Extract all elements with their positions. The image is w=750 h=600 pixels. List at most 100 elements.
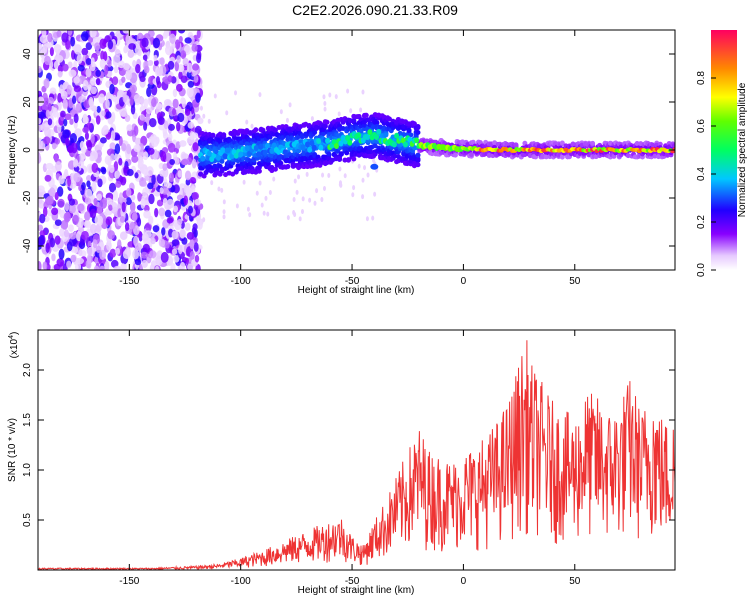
spectral-blob bbox=[176, 83, 183, 92]
spectral-blob bbox=[352, 185, 356, 191]
spectral-ridge bbox=[300, 144, 306, 151]
spectral-blob bbox=[160, 151, 167, 162]
spectral-blob bbox=[152, 225, 160, 233]
spectral-blob bbox=[207, 118, 211, 124]
spectral-blob bbox=[134, 172, 139, 179]
spectral-blob bbox=[250, 123, 254, 129]
spectral-blob bbox=[151, 97, 157, 108]
spectral-blob bbox=[58, 175, 65, 185]
spectral-blob bbox=[70, 36, 76, 47]
spectral-blob bbox=[137, 157, 144, 168]
spectral-blob bbox=[272, 166, 278, 172]
spectral-blob bbox=[295, 189, 299, 195]
spectral-blob bbox=[179, 229, 186, 239]
spectral-blob bbox=[361, 194, 365, 200]
spectral-blob bbox=[172, 205, 179, 213]
colorbar-tick-label: 0.4 bbox=[696, 167, 707, 181]
y-tick-label: 40 bbox=[22, 48, 33, 60]
spectral-blob bbox=[258, 92, 262, 98]
spectral-blob bbox=[183, 195, 189, 206]
spectral-blob bbox=[297, 174, 301, 180]
spectral-ridge bbox=[264, 142, 270, 149]
spectral-blob bbox=[44, 174, 52, 182]
spectral-blob bbox=[53, 43, 62, 54]
spectral-blob bbox=[92, 239, 98, 249]
spectral-blob bbox=[80, 31, 89, 42]
spectral-blob bbox=[222, 209, 226, 215]
spectral-blob bbox=[176, 121, 181, 132]
spectral-blob bbox=[79, 140, 85, 150]
spectral-blob bbox=[78, 95, 86, 103]
spectral-blob bbox=[38, 117, 42, 125]
spectral-blob bbox=[67, 61, 73, 69]
spectral-blob bbox=[57, 123, 62, 134]
spectral-blob bbox=[67, 30, 73, 36]
spectral-blob bbox=[160, 251, 169, 263]
spectral-blob bbox=[122, 249, 131, 260]
spectral-blob bbox=[51, 253, 56, 262]
spectral-blob bbox=[130, 194, 136, 201]
spectral-blob bbox=[180, 50, 187, 60]
spectral-blob bbox=[39, 34, 48, 44]
spectral-blob bbox=[189, 250, 195, 260]
spectral-blob bbox=[178, 35, 183, 43]
spectral-blob bbox=[82, 115, 89, 125]
spectral-blob bbox=[85, 188, 93, 199]
spectral-blob bbox=[88, 96, 94, 107]
x-tick-label: 0 bbox=[461, 576, 467, 587]
spectral-blob bbox=[154, 207, 159, 218]
spectral-ridge bbox=[305, 141, 310, 148]
spectral-blob bbox=[61, 63, 69, 72]
spectral-blob bbox=[147, 147, 155, 155]
spectral-blob bbox=[147, 60, 154, 67]
spectral-blob bbox=[186, 62, 193, 73]
spectral-ridge bbox=[394, 132, 400, 139]
spectral-blob bbox=[310, 116, 314, 122]
spectral-blob bbox=[133, 235, 139, 247]
spectral-ridge bbox=[307, 146, 313, 153]
spectral-blob bbox=[120, 110, 128, 117]
spectral-blob bbox=[163, 177, 168, 187]
spectral-blob bbox=[127, 124, 133, 132]
spectral-blob bbox=[320, 197, 324, 203]
spectral-ridge bbox=[403, 141, 408, 148]
spectral-blob bbox=[97, 178, 103, 188]
spectral-ridge bbox=[269, 148, 275, 155]
spectral-blob bbox=[253, 127, 259, 133]
spectral-blob bbox=[126, 143, 132, 155]
spectral-blob bbox=[105, 99, 110, 110]
spectral-blob bbox=[327, 172, 331, 178]
spectral-blob bbox=[197, 117, 204, 125]
spectral-ridge bbox=[318, 144, 324, 151]
spectral-blob bbox=[288, 102, 292, 108]
spectral-ridge bbox=[220, 147, 226, 154]
spectral-blob bbox=[143, 121, 148, 131]
spectral-blob bbox=[158, 207, 166, 217]
spectral-blob bbox=[38, 139, 43, 150]
spectral-blob bbox=[141, 259, 148, 268]
spectral-blob bbox=[322, 123, 328, 129]
spectral-ridge bbox=[253, 144, 259, 151]
spectral-blob bbox=[56, 30, 62, 38]
spectral-blob bbox=[197, 220, 203, 230]
spectral-blob bbox=[326, 151, 332, 157]
spectral-blob bbox=[38, 261, 42, 270]
spectral-blob bbox=[59, 228, 65, 237]
spectral-blob bbox=[38, 224, 44, 232]
snr-panel: -150 -100 -50 0 50 0.5 1.0 1.5 2.0 Height of st… bbox=[7, 329, 676, 596]
spectral-blob bbox=[187, 80, 195, 88]
spectral-blob bbox=[38, 96, 45, 107]
spectral-blob bbox=[90, 57, 95, 68]
spectral-ridge bbox=[215, 154, 221, 161]
spectral-blob bbox=[220, 187, 224, 193]
spectral-blob bbox=[173, 254, 180, 263]
spectral-blob bbox=[293, 178, 297, 184]
spectral-blob bbox=[109, 142, 116, 150]
colorbar-label: Normalized spectral amplitude bbox=[737, 82, 748, 217]
spectral-ridge bbox=[276, 148, 282, 155]
spectral-blob bbox=[107, 59, 112, 68]
spectral-blob bbox=[147, 182, 154, 190]
spectral-blob bbox=[121, 143, 127, 152]
spectral-ridge bbox=[311, 144, 317, 151]
spectral-blob bbox=[169, 33, 176, 44]
